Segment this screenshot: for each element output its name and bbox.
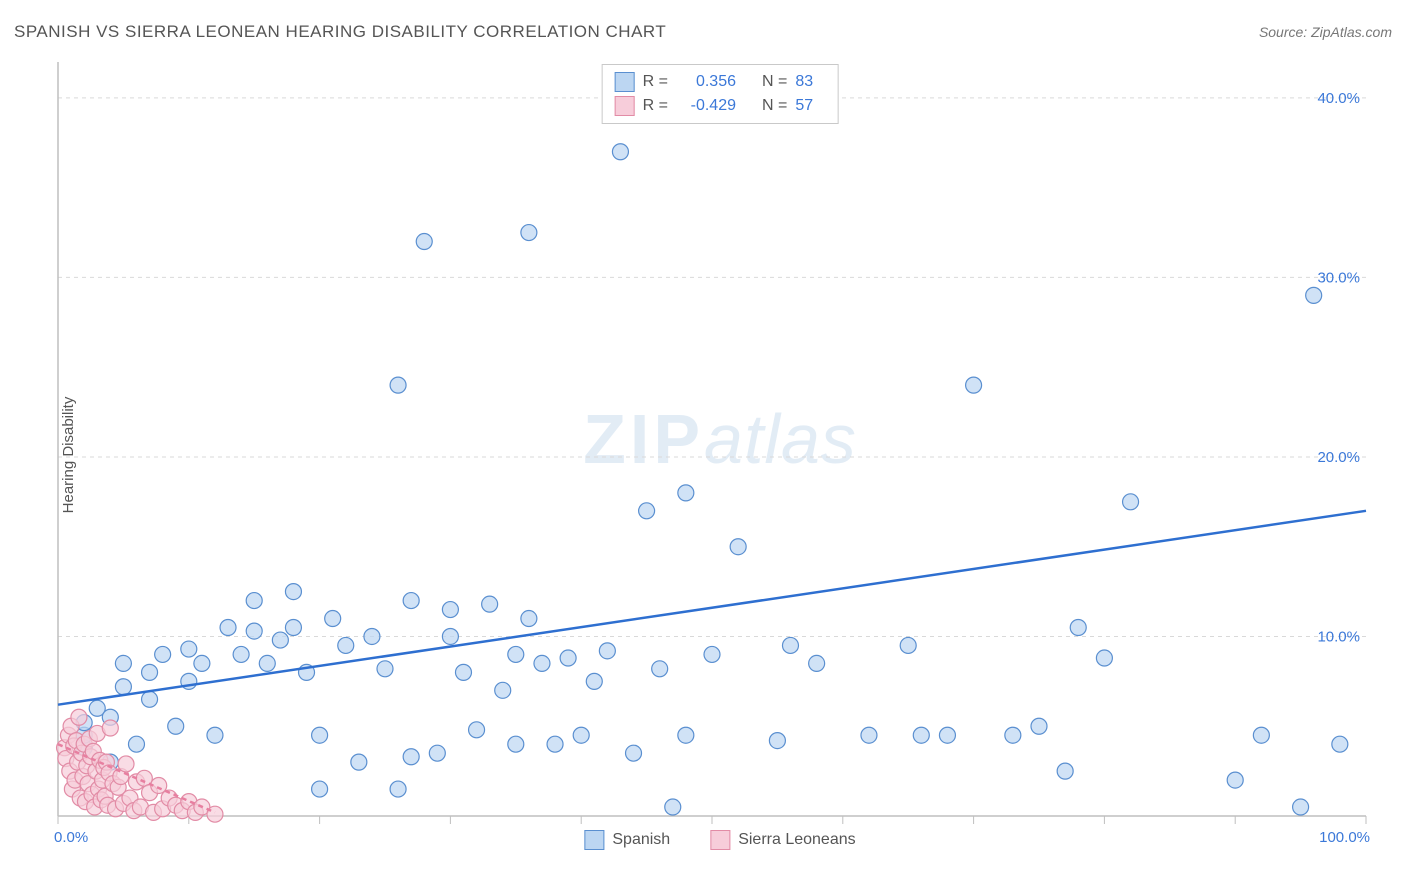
legend-item-spanish: Spanish: [584, 830, 670, 850]
n-label: N =: [762, 73, 787, 91]
legend-swatch-spanish: [584, 830, 604, 850]
n-label: N =: [762, 97, 787, 115]
legend-swatch-sierra: [710, 830, 730, 850]
page-title: SPANISH VS SIERRA LEONEAN HEARING DISABI…: [14, 22, 666, 41]
r-label: R =: [643, 97, 668, 115]
source-credit: Source: ZipAtlas.com: [1259, 24, 1392, 40]
n-value: 83: [795, 73, 825, 91]
header: SPANISH VS SIERRA LEONEAN HEARING DISABI…: [14, 22, 1392, 52]
legend-item-sierra: Sierra Leoneans: [710, 830, 855, 850]
scatter-chart: 10.0% 20.0% 30.0% 40.0% 0.0% 100.0%: [50, 60, 1390, 850]
svg-text:30.0%: 30.0%: [1317, 269, 1360, 286]
legend-label: Spanish: [612, 831, 670, 849]
n-value: 57: [795, 97, 825, 115]
correlation-row: R = 0.356 N = 83: [615, 70, 826, 94]
svg-text:100.0%: 100.0%: [1319, 829, 1370, 846]
r-value: -0.429: [676, 97, 736, 115]
correlation-row: R = -0.429 N = 57: [615, 94, 826, 118]
r-label: R =: [643, 73, 668, 91]
plot-area: Hearing Disability ZIPatlas 10.0%20.0%30…: [50, 60, 1390, 850]
correlation-legend: R = 0.356 N = 83 R = -0.429 N = 57: [602, 64, 839, 124]
r-value: 0.356: [676, 73, 736, 91]
svg-text:40.0%: 40.0%: [1317, 90, 1360, 107]
svg-text:20.0%: 20.0%: [1317, 449, 1360, 466]
svg-text:10.0%: 10.0%: [1317, 628, 1360, 645]
series-legend: Spanish Sierra Leoneans: [584, 830, 855, 850]
legend-label: Sierra Leoneans: [738, 831, 855, 849]
svg-text:0.0%: 0.0%: [54, 829, 88, 846]
correlation-swatch-sierra: [615, 96, 635, 116]
correlation-swatch-spanish: [615, 72, 635, 92]
